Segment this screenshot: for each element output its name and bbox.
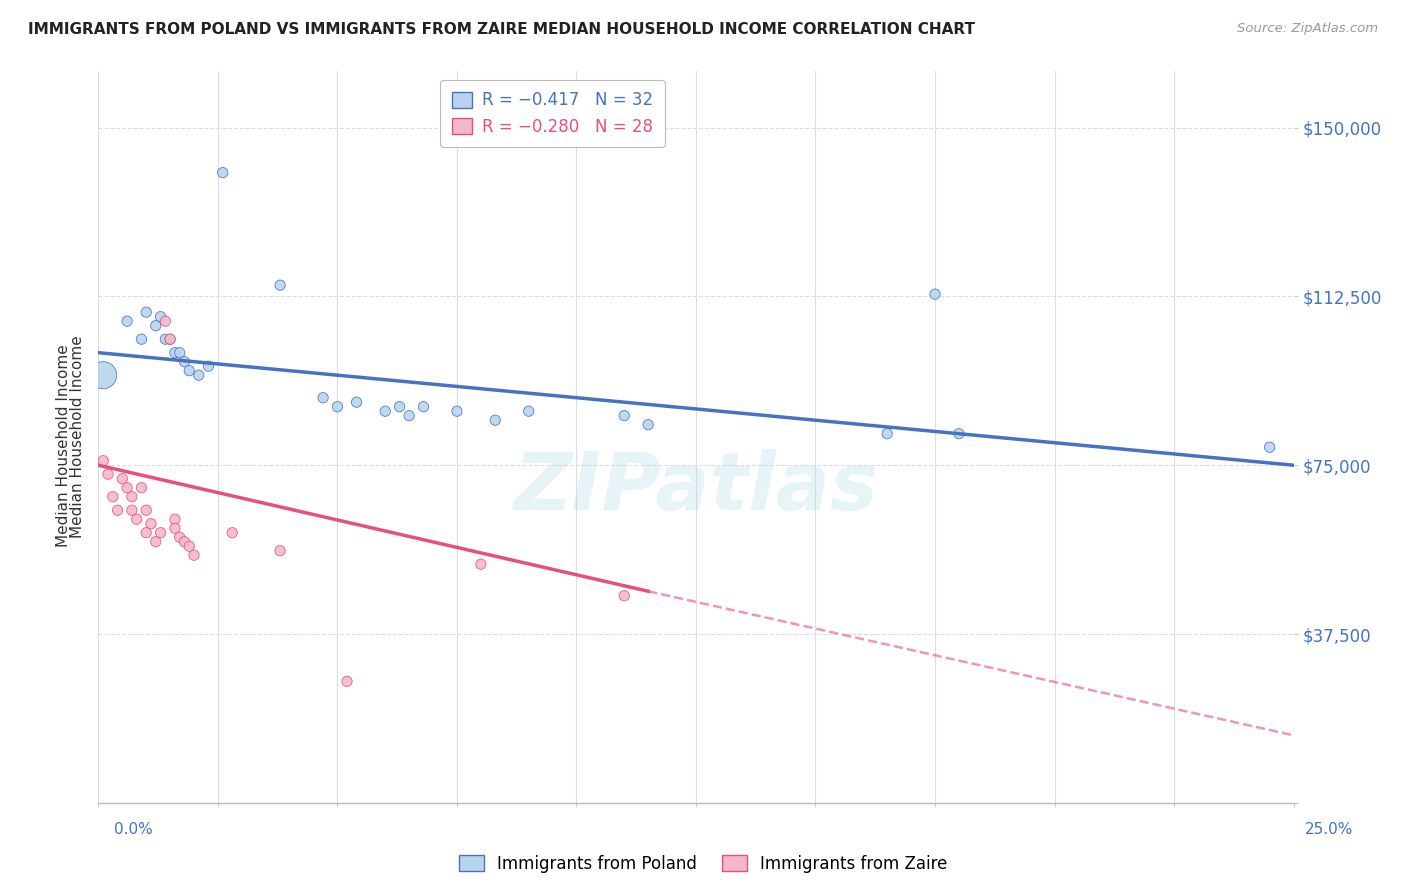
Point <box>111 472 134 486</box>
Text: ZIPatlas: ZIPatlas <box>513 450 879 527</box>
Point <box>924 287 946 301</box>
Point <box>91 453 114 467</box>
Point <box>173 534 195 549</box>
Point <box>269 278 291 293</box>
Point <box>163 521 186 535</box>
Point <box>336 674 359 689</box>
Point <box>115 481 138 495</box>
Point <box>412 400 434 414</box>
Point <box>187 368 209 383</box>
Point <box>145 318 167 333</box>
Point <box>197 359 219 374</box>
Point <box>346 395 368 409</box>
Point <box>115 314 138 328</box>
Point <box>91 368 114 383</box>
Point <box>637 417 659 432</box>
Point <box>876 426 898 441</box>
Point <box>163 512 186 526</box>
Point <box>211 166 233 180</box>
Point <box>398 409 420 423</box>
Point <box>135 503 157 517</box>
Point <box>145 534 167 549</box>
Point <box>1258 440 1281 454</box>
Point <box>221 525 243 540</box>
Point <box>326 400 349 414</box>
Point <box>470 558 492 572</box>
Point <box>121 503 143 517</box>
Point <box>131 481 153 495</box>
Point <box>312 391 335 405</box>
Point <box>484 413 506 427</box>
Point <box>183 548 205 562</box>
Point <box>101 490 124 504</box>
Point <box>125 512 148 526</box>
Point <box>173 354 195 368</box>
Point <box>131 332 153 346</box>
Point <box>121 490 143 504</box>
Point <box>169 345 191 359</box>
Point <box>179 364 201 378</box>
Point <box>159 332 181 346</box>
Point <box>948 426 970 441</box>
Point <box>155 314 177 328</box>
Point <box>159 332 181 346</box>
Point <box>446 404 468 418</box>
Legend: R = −0.417   N = 32, R = −0.280   N = 28: R = −0.417 N = 32, R = −0.280 N = 28 <box>440 79 665 147</box>
Point <box>613 589 636 603</box>
Point <box>269 543 291 558</box>
Point <box>97 467 120 482</box>
Text: IMMIGRANTS FROM POLAND VS IMMIGRANTS FROM ZAIRE MEDIAN HOUSEHOLD INCOME CORRELAT: IMMIGRANTS FROM POLAND VS IMMIGRANTS FRO… <box>28 22 976 37</box>
Point <box>155 332 177 346</box>
Point <box>169 530 191 544</box>
Point <box>613 409 636 423</box>
Legend: Immigrants from Poland, Immigrants from Zaire: Immigrants from Poland, Immigrants from … <box>451 848 955 880</box>
Point <box>139 516 162 531</box>
Point <box>179 539 201 553</box>
Point <box>163 345 186 359</box>
Point <box>517 404 540 418</box>
Point <box>107 503 129 517</box>
Point <box>135 305 157 319</box>
Point <box>135 525 157 540</box>
Text: Source: ZipAtlas.com: Source: ZipAtlas.com <box>1237 22 1378 36</box>
Text: Median Household Income: Median Household Income <box>56 344 70 548</box>
Y-axis label: Median Household Income: Median Household Income <box>69 335 84 539</box>
Point <box>149 525 172 540</box>
Point <box>374 404 396 418</box>
Text: 25.0%: 25.0% <box>1305 822 1353 837</box>
Point <box>388 400 411 414</box>
Point <box>149 310 172 324</box>
Text: 0.0%: 0.0% <box>114 822 153 837</box>
